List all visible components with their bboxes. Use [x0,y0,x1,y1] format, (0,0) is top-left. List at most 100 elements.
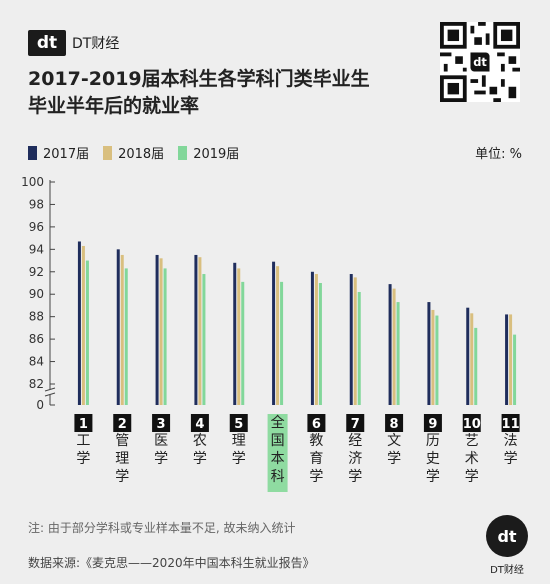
y-tick-label: 82 [29,377,44,391]
bar-2017届-全国本科 [272,261,276,405]
category-label-char: 文 [387,433,401,449]
brand-name: DT财经 [72,36,120,52]
bar-2017届-经济学 [349,274,353,405]
bar-2018届-理学 [237,268,241,405]
legend-swatch-2018 [103,145,113,160]
category-label-char: 学 [232,451,246,467]
bar-2019届-教育学 [318,283,322,405]
rank-number: 6 [312,417,321,432]
bar-2017届-艺术学 [466,307,470,405]
bar-2017届-历史学 [427,302,431,405]
category-label-char: 科 [271,469,285,485]
bar-2017届-管理学 [116,249,120,405]
category-label-char: 全 [271,414,285,431]
category-label-char: 学 [387,451,401,467]
brand: dt DT财经 [28,30,119,56]
bar-2019届-医学 [163,268,167,405]
y-tick-label: 98 [29,197,44,211]
category-label-char: 教 [309,433,323,449]
bar-2018届-文学 [392,288,396,405]
rank-box [229,414,248,432]
category-label-char: 学 [504,451,518,467]
rank-box [346,414,365,432]
category-label-char: 学 [426,469,440,485]
rank-number: 11 [502,417,520,432]
y-tick-label: 0 [36,398,44,412]
category-label-char: 史 [426,451,440,467]
corner-logo-text: DT财经 [490,565,524,576]
chart-title: 2017-2019届本科生各学科门类毕业生 毕业半年后的就业率 [28,66,408,120]
unit-label: 单位: % [475,147,522,162]
bar-2018届-历史学 [431,309,435,405]
category-label-char: 艺 [465,433,479,449]
bar-2017届-法学 [505,314,509,405]
legend-label-2019: 2019届 [193,147,240,162]
axis-break-mark [44,387,56,392]
axis-break-gap [45,389,55,395]
bar-2019届-全国本科 [280,281,284,405]
category-label-char: 农 [193,433,207,449]
bar-2018届-农学 [198,257,202,405]
category-label-char: 学 [348,469,362,485]
bar-chart: 08284868890929496981001工学2管理学3医学4农学5理学全国… [21,175,520,492]
category-label-char: 育 [309,451,323,467]
legend-label-2017: 2017届 [43,147,90,162]
bar-2019届-理学 [241,281,245,405]
corner-logo: dt DT财经 [486,515,528,576]
bar-2019届-艺术学 [474,327,478,405]
legend-swatch-2019 [178,145,188,160]
rank-number: 8 [390,417,399,432]
rank-box [501,414,520,432]
rank-number: 4 [195,417,204,432]
bar-2019届-经济学 [357,291,361,405]
bar-2017届-文学 [388,284,392,405]
category-label-char: 学 [309,469,323,485]
rank-box [385,414,404,432]
category-label-char: 学 [193,451,207,467]
bar-2019届-管理学 [124,268,128,405]
y-tick-label: 100 [21,175,44,189]
y-tick-label: 92 [29,265,44,279]
legend-item-2018: 2018届 [103,143,164,162]
axis-break-mark [44,392,56,397]
corner-logo-mark: dt [486,515,528,557]
category-label-char: 术 [465,451,479,467]
rank-number: 2 [118,417,127,432]
category-label-char: 医 [154,433,168,449]
bar-2018届-工学 [81,245,85,405]
footnote: 注: 由于部分学科或专业样本量不足, 故未纳入统计 [28,521,296,535]
rank-box [190,414,209,432]
rank-number: 1 [79,417,88,432]
category-label-char: 学 [154,451,168,467]
rank-number: 10 [463,417,481,432]
bar-2018届-管理学 [120,254,124,405]
legend-item-2019: 2019届 [178,143,239,162]
y-tick-label: 88 [29,310,44,324]
title-line-2: 毕业半年后的就业率 [28,95,200,117]
category-label-char: 法 [504,433,518,449]
title-line-1: 2017-2019届本科生各学科门类毕业生 [28,68,370,90]
category-label-char: 工 [76,433,90,449]
bar-2019届-工学 [85,260,89,405]
category-label-char: 理 [115,451,129,467]
bar-2018届-教育学 [314,274,318,405]
bar-2018届-医学 [159,258,163,405]
rank-box [152,414,171,432]
category-label-char: 学 [465,469,479,485]
category-label-char: 国 [271,433,285,449]
rank-box [423,414,442,432]
bar-2017届-工学 [77,241,81,405]
bar-2018届-经济学 [353,277,357,405]
category-label-char: 理 [232,433,246,449]
legend-swatch-2017 [28,145,37,160]
rank-box [307,414,326,432]
bar-2019届-法学 [513,334,517,405]
bar-2019届-农学 [202,274,206,405]
bar-2019届-文学 [396,302,400,405]
legend-item-2017: 2017届 [28,143,89,162]
rank-box [462,414,481,432]
y-tick-label: 84 [29,355,44,369]
legend: 2017届 2018届 2019届 [28,143,239,162]
brand-logo: dt [28,30,66,56]
qr-code-icon: dt [440,22,520,102]
